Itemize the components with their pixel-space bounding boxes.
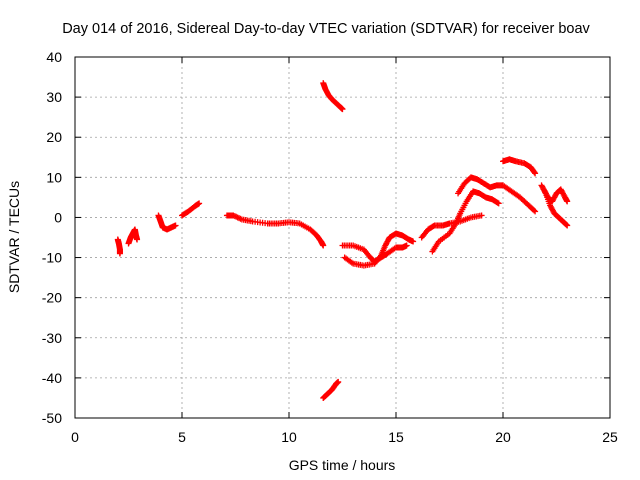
data-point [376, 253, 383, 260]
data-point [410, 238, 417, 245]
data-point [116, 250, 123, 257]
data-point [494, 199, 501, 206]
plot-frame [74, 56, 611, 419]
y-tick-label: 20 [46, 129, 62, 145]
data-point [531, 169, 538, 176]
y-tick-label: 30 [46, 89, 62, 105]
x-tick-label: 20 [495, 429, 511, 445]
grid-layer [75, 57, 610, 418]
data-point [531, 207, 538, 214]
series-arc-i [341, 230, 417, 269]
y-tick-label: -20 [42, 290, 62, 306]
x-tick-label: 0 [71, 429, 79, 445]
y-tick-label: -40 [42, 370, 62, 386]
series-arc-d [179, 200, 203, 219]
series-arc-g [320, 378, 342, 401]
data-point [532, 208, 539, 215]
series-arc-f [320, 80, 346, 113]
data-point [495, 200, 502, 207]
data-point [403, 242, 410, 249]
data-point [196, 200, 203, 207]
tick-label-layer: 0 5 10 15 20 25 -50 -40 -30 -20 -10 0 10 20 30 40 [42, 49, 618, 445]
series-arc-a [114, 236, 123, 257]
x-tick-label: 10 [281, 429, 297, 445]
data-point [172, 222, 179, 229]
x-tick-label: 5 [178, 429, 186, 445]
data-point [478, 212, 485, 219]
data-layer [114, 80, 571, 401]
y-tick-label: -10 [42, 250, 62, 266]
series-arc-l [455, 174, 539, 215]
y-tick-label: 0 [54, 209, 62, 225]
data-point [563, 221, 570, 228]
y-tick-label: -50 [42, 410, 62, 426]
series-arc-o [540, 186, 571, 205]
y-tick-label: 40 [46, 49, 62, 65]
y-axis-label: SDTVAR / TECUs [6, 181, 22, 293]
data-point [564, 222, 571, 229]
x-tick-label: 15 [388, 429, 404, 445]
x-axis-label: GPS time / hours [289, 457, 396, 473]
data-point [134, 236, 141, 243]
data-point [335, 378, 342, 385]
y-tick-label: 10 [46, 169, 62, 185]
series-arc-m [500, 156, 539, 177]
series-arc-b [125, 226, 141, 247]
series-arc-k [429, 188, 502, 255]
series-arc-n [538, 182, 571, 229]
chart-title: Day 014 of 2016, Sidereal Day-to-day VTE… [62, 21, 590, 37]
series-arc-j [418, 212, 485, 241]
data-point [532, 170, 539, 177]
data-point [339, 106, 346, 113]
data-point [320, 242, 327, 249]
x-tick-label: 25 [602, 429, 618, 445]
series-arc-e [223, 212, 327, 249]
y-tick-label: -30 [42, 330, 62, 346]
series-arc-c [155, 212, 179, 233]
data-point [564, 198, 571, 205]
